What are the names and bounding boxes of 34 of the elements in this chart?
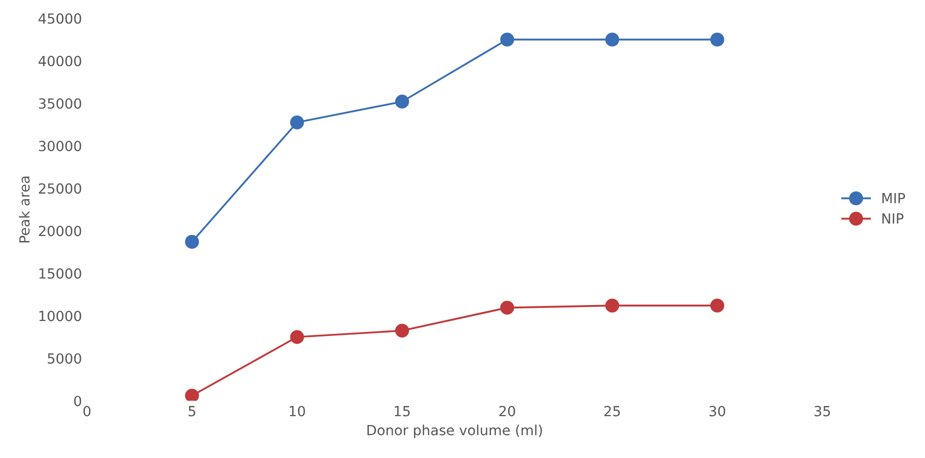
y-tick-label: 0 (74, 396, 82, 406)
point (605, 32, 620, 47)
x-tick-label: 10 (290, 406, 305, 416)
x-axis-title: Donor phase volume (ml) (367, 424, 542, 438)
y-tick-label: 10000 (39, 310, 82, 322)
y-tick-label: 30000 (38, 140, 82, 152)
point (395, 324, 410, 338)
x-tick-label: 30 (709, 406, 726, 416)
point (290, 330, 304, 344)
x-tick-label: 5 (188, 406, 196, 416)
y-tick-label: 35000 (38, 98, 82, 109)
point (500, 300, 514, 315)
point (710, 32, 724, 47)
x-tick-label: 20 (499, 406, 516, 416)
y-tick-label: 20000 (38, 226, 82, 236)
x-tick-label: 25 (604, 406, 620, 416)
point (185, 388, 199, 401)
y-tick-label: 15000 (39, 268, 82, 279)
point (290, 115, 304, 130)
y-axis-title: Peak area (18, 176, 30, 242)
point (605, 298, 620, 313)
point (710, 298, 724, 313)
point (395, 94, 410, 109)
point (185, 234, 199, 249)
legend-label: MIP (882, 193, 906, 204)
y-tick-label: 25000 (38, 183, 82, 194)
y-tick-label: 5000 (48, 353, 82, 364)
x-tick-label: 35 (814, 406, 830, 416)
x-tick-label: 0 (83, 406, 90, 416)
x-tick-label: 15 (394, 406, 410, 416)
y-tick-label: 40000 (38, 56, 82, 66)
y-tick-label: 45000 (38, 13, 82, 24)
legend-label: NIP (882, 213, 904, 224)
point (500, 32, 514, 47)
